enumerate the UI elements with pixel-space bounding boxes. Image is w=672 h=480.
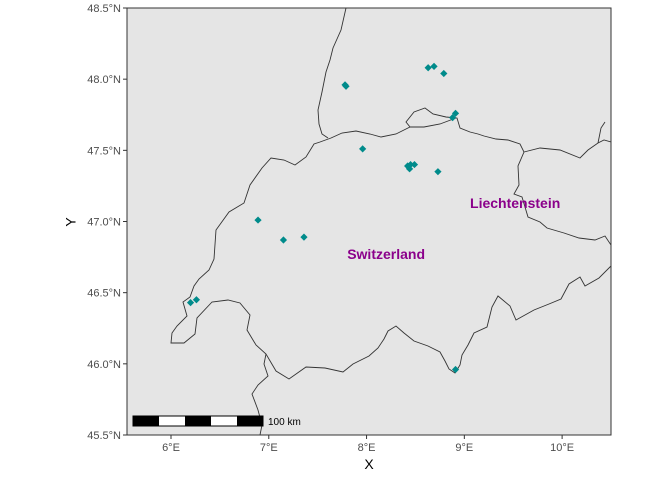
y-tick-label: 45.5°N <box>87 430 121 442</box>
switzerland-border <box>170 107 611 380</box>
location-point <box>451 365 460 374</box>
y-tick-label: 46.5°N <box>87 288 121 300</box>
location-point <box>359 145 367 153</box>
location-point <box>404 162 412 170</box>
location-point <box>300 233 308 241</box>
y-tick-label: 47.5°N <box>87 145 121 157</box>
ticks-layer: 6°E 7°E 8°E 9°E 10°E 45.5°N 46.0°N 46.5°N 47.0°N… <box>87 3 574 454</box>
lake-constance-border <box>410 117 457 128</box>
austria-border <box>597 121 606 144</box>
scale-bar-segment <box>133 416 159 426</box>
location-point <box>451 109 460 117</box>
y-axis-title: Y <box>63 217 79 227</box>
scale-bar-label: 100 km <box>268 417 301 428</box>
location-point <box>440 69 448 78</box>
x-axis-title: X <box>364 456 374 472</box>
points-layer <box>186 62 460 374</box>
x-tick-label: 8°E <box>358 442 376 454</box>
y-tick-label: 48.0°N <box>87 74 121 86</box>
location-point <box>192 296 201 304</box>
location-point <box>405 165 414 173</box>
location-point <box>342 82 350 90</box>
location-point <box>424 64 432 72</box>
scale-bar: 100 km <box>132 415 301 428</box>
location-point <box>410 160 419 169</box>
x-tick-label: 7°E <box>260 442 278 454</box>
y-tick-label: 48.5°N <box>87 3 121 15</box>
location-point <box>186 299 195 307</box>
location-point <box>430 62 438 70</box>
x-tick-label: 9°E <box>455 442 473 454</box>
x-tick-label: 10°E <box>550 442 574 454</box>
labels-layer: Switzerland Liechtenstein <box>347 195 560 262</box>
y-tick-label: 46.0°N <box>87 359 121 371</box>
region-label-liechtenstein: Liechtenstein <box>470 195 560 211</box>
scale-bar-segment <box>237 416 263 426</box>
location-point <box>279 236 288 244</box>
location-point <box>449 113 457 122</box>
x-tick-label: 6°E <box>162 442 180 454</box>
region-label-switzerland: Switzerland <box>347 246 425 262</box>
liechtenstein-border <box>523 139 611 159</box>
rhine-border-north <box>317 8 347 139</box>
location-point <box>434 168 442 176</box>
y-tick-label: 47.0°N <box>87 217 121 229</box>
location-point <box>254 216 262 224</box>
scale-bar-segment <box>185 416 211 426</box>
map-panel <box>126 7 612 436</box>
